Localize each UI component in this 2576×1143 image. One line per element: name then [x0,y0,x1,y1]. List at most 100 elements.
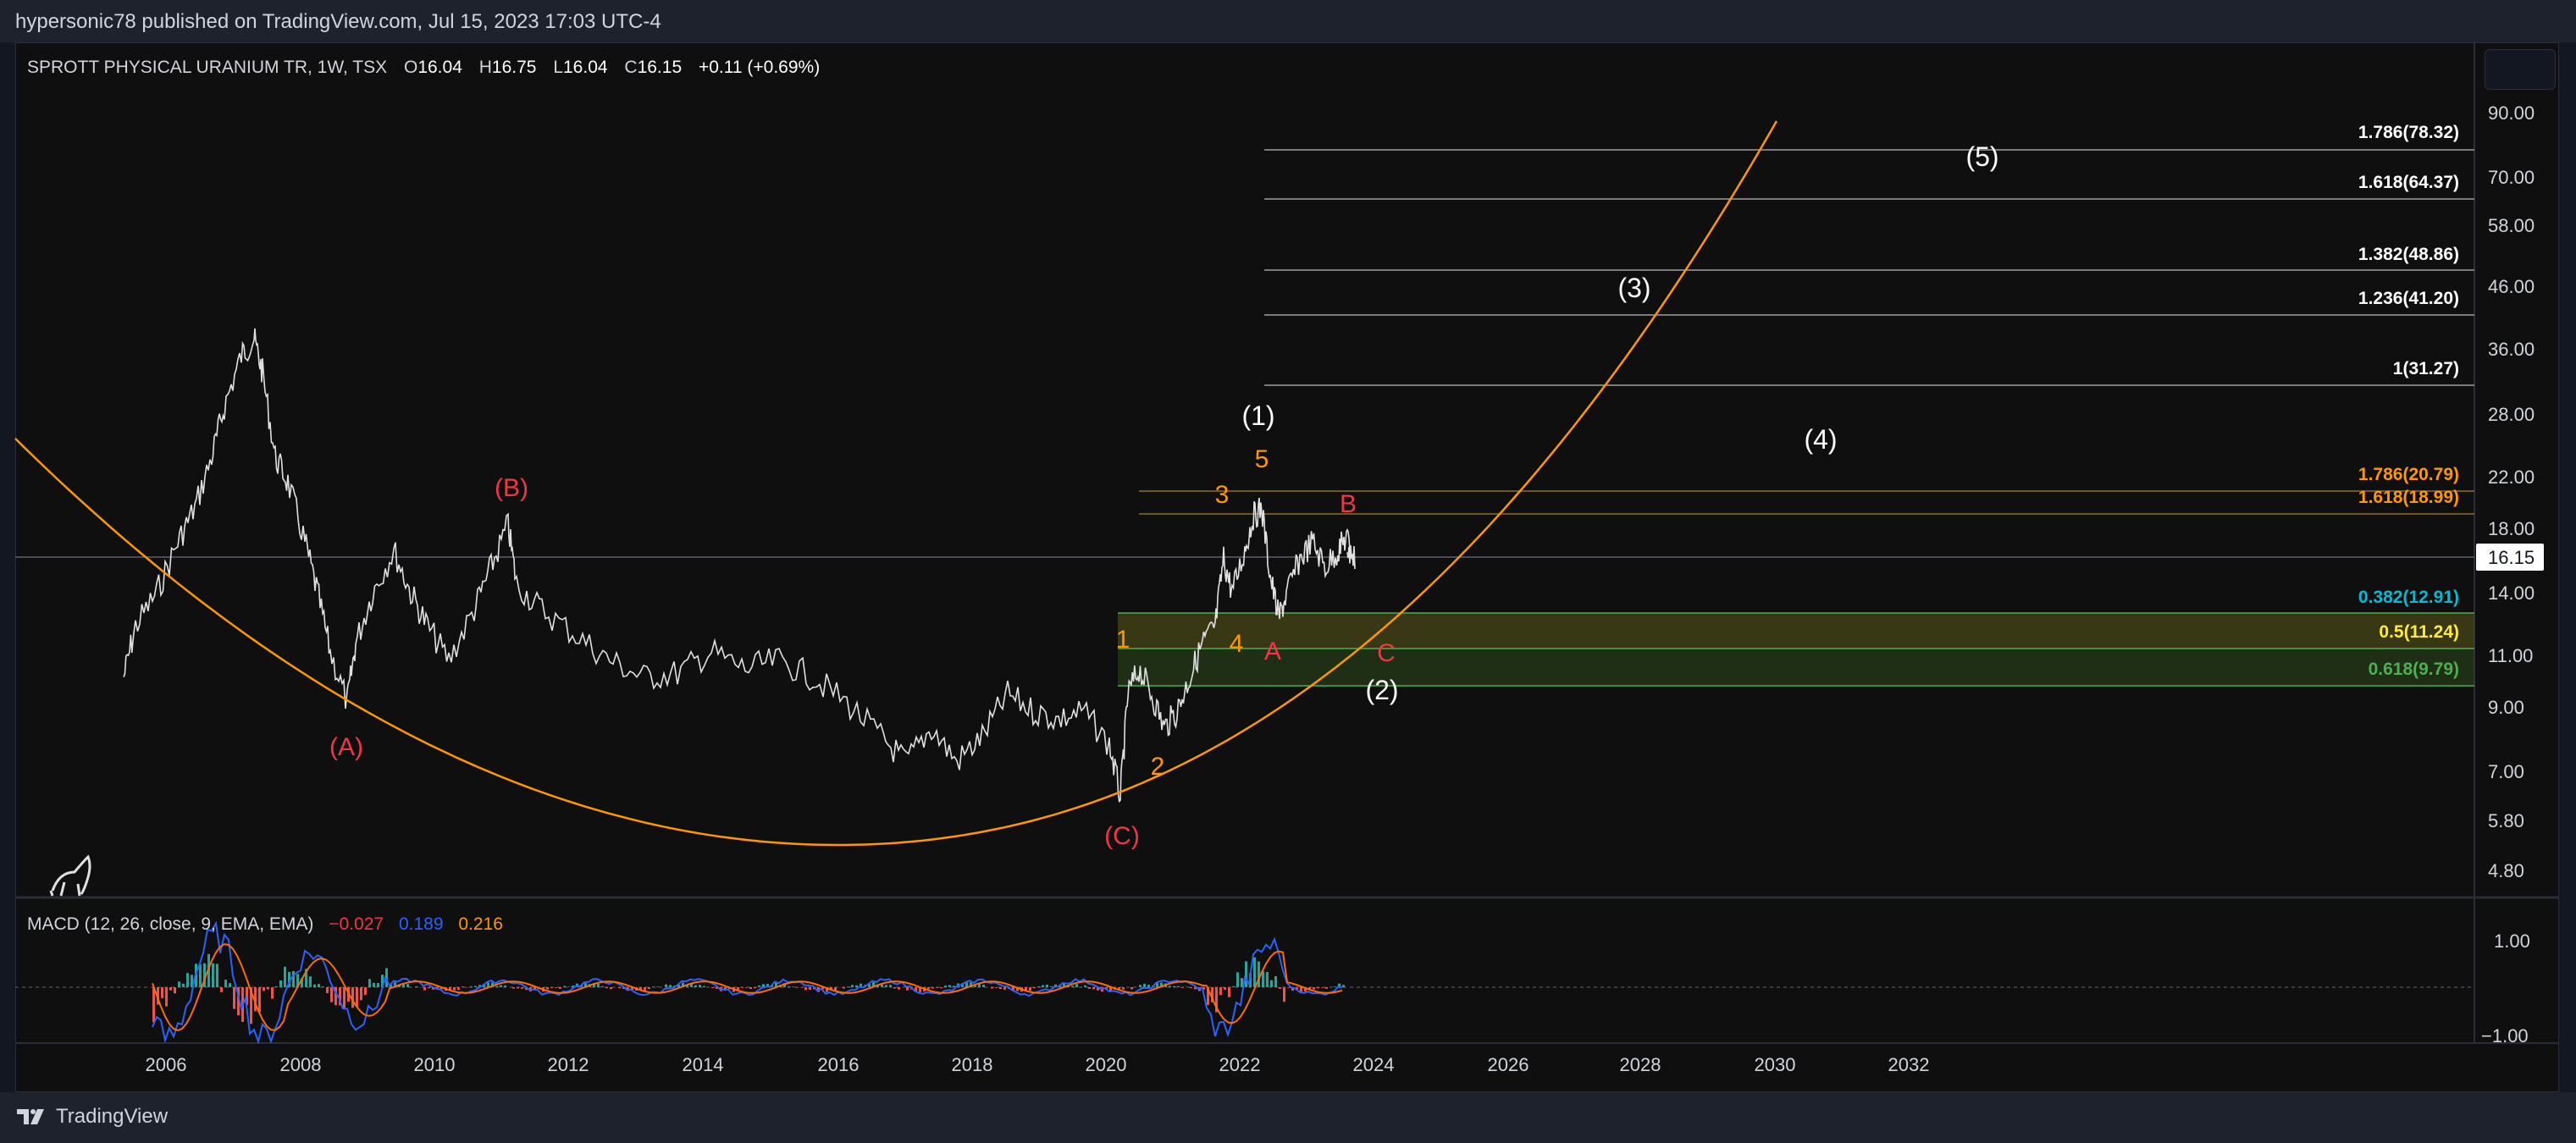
macd-histogram-bar [279,980,282,987]
wave-label-i5[interactable]: 5 [1255,445,1269,473]
macd-title: MACD (12, 26, close, 9, EMA, EMA) [27,914,314,934]
wave-label-i3[interactable]: 3 [1215,481,1230,509]
macd-histogram-bar [1207,987,1209,1005]
macd-histogram-bar [174,987,176,994]
time-axis[interactable]: 2006 2008 2010 2012 2014 2016 2018 2020 … [146,1054,1930,1075]
macd-histogram-bar [470,986,473,988]
wave-labels-intermediate[interactable]: 1 2 3 4 5 [1116,445,1269,781]
macd-histogram-bar [970,982,972,987]
price-series[interactable] [123,328,1356,803]
low-label: L [553,58,563,77]
macd-histogram-bar [711,987,714,988]
wave-label-A-minor[interactable]: A [1264,638,1281,665]
macd-histogram-bar [1092,987,1095,990]
wave-label-i1[interactable]: 1 [1116,626,1130,654]
fib-zone-lower[interactable] [1118,649,2474,686]
macd-histogram-bar [1228,987,1230,997]
wave-label-i4[interactable]: 4 [1230,630,1244,658]
macd-histogram-bar [517,987,519,989]
macd-histogram-bar [1266,971,1269,987]
macd-histogram-bar [919,987,921,992]
macd-histogram-bar [1139,985,1142,987]
wave-label-2[interactable]: (2) [1365,675,1398,705]
macd-histogram-bar [665,984,667,987]
macd-histogram-bar [368,979,371,988]
price-tick: 36.00 [2488,339,2535,360]
macd-histogram-bar [512,987,515,989]
symbol-legend[interactable]: SPROTT PHYSICAL URANIUM TR, 1W, TSX O16.… [27,58,820,78]
tradingview-logo[interactable]: TradingView [15,1105,168,1129]
macd-histogram-bar [898,987,900,990]
macd-signal-value: 0.216 [458,914,503,934]
macd-histogram-bar [364,987,367,995]
wave-label-C-minor[interactable]: C [1377,639,1396,667]
fib-zone-upper[interactable] [1118,613,2474,649]
macd-histogram-value: −0.027 [329,914,384,934]
macd-axis[interactable]: 1.00 −1.00 [2481,930,2530,1046]
macd-histogram-bar [931,987,934,989]
macd-histogram-bar [1080,986,1082,987]
macd-histogram-bar [834,987,837,991]
macd-histogram-bar [1169,986,1171,988]
macd-histogram-bar [216,964,218,987]
macd-histogram-bar [474,986,477,987]
macd-histogram-bar [1016,987,1019,991]
time-tick: 2006 [146,1054,187,1075]
macd-histogram-bar [491,982,494,988]
publish-bar: hypersonic78 published on TradingView.co… [0,0,2576,42]
wave-label-i2[interactable]: 2 [1151,753,1165,781]
macd-histogram-bar [377,983,379,988]
wave-label-3[interactable]: (3) [1617,273,1650,303]
wave-label-5[interactable]: (5) [1965,141,1998,172]
macd-histogram-bar [796,987,799,988]
wave-labels-primary[interactable]: (1) (2) (3) (4) (5) [1241,141,1998,705]
dino-watermark-icon [49,854,91,897]
macd-histogram-bar [224,980,227,987]
macd-line[interactable] [152,920,1343,1045]
arc-curve-drawing[interactable] [14,120,1778,847]
macd-histogram-bar [500,985,502,988]
time-tick: 2012 [548,1054,589,1075]
macd-histogram-bar [872,982,875,987]
macd-histogram-bar [1287,987,1290,988]
chart-area[interactable] [15,42,2559,1092]
macd-histogram-bar [1071,986,1074,987]
macd-histogram-bar [1308,987,1311,990]
macd-histogram-bar [212,963,214,988]
macd-histogram-bar [402,983,405,987]
macd-histogram-bar [648,987,650,990]
time-tick: 2016 [818,1054,860,1075]
macd-histogram-bar [495,986,498,988]
fib-label: 1(31.27) [2393,359,2459,378]
macd-histogram-bar [466,987,468,988]
macd-histogram-bar [263,987,265,991]
wave-label-B-minor[interactable]: B [1340,490,1357,518]
fib-label: 1.618(18.99) [2358,488,2459,507]
chart-settings-button[interactable] [2485,49,2556,90]
macd-histogram-bar [284,966,286,988]
price-tick: 90.00 [2488,102,2535,124]
macd-histogram-bar [1236,972,1239,988]
price-tick: 18.00 [2488,518,2535,539]
macd-histogram-bar [906,987,909,991]
wave-label-B-major[interactable]: (B) [495,474,528,502]
macd-histogram-bar [1334,986,1336,987]
macd-histogram-bar [258,987,261,1013]
wave-labels-corrective[interactable]: (A) (B) (C) A B C [329,474,1396,850]
macd-histogram-bar [991,987,993,989]
time-tick: 2010 [414,1054,456,1075]
macd-histogram-bar [605,987,608,989]
wave-label-4[interactable]: (4) [1804,424,1837,455]
macd-histogram-bar [843,987,845,989]
macd-histogram-bar [390,984,392,988]
wave-label-C-major[interactable]: (C) [1104,822,1140,850]
macd-legend[interactable]: MACD (12, 26, close, 9, EMA, EMA) −0.027… [27,914,503,935]
macd-signal-line[interactable] [152,943,1343,1032]
wave-label-A-major[interactable]: (A) [329,733,363,761]
wave-label-1[interactable]: (1) [1241,400,1274,431]
macd-histogram-bar [1342,985,1345,988]
price-axis[interactable]: 90.00 70.00 58.00 46.00 36.00 28.00 22.0… [2488,102,2535,881]
macd-histogram-bar [978,984,981,988]
fib-extension-lines[interactable] [1139,149,2474,515]
